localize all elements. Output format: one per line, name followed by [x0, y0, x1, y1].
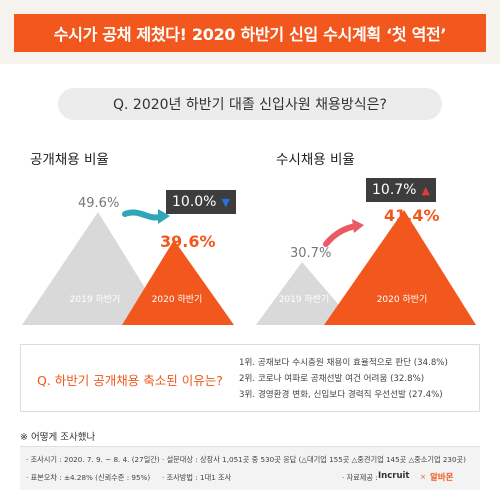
up-arrow-icon: ▲ — [421, 183, 430, 197]
reason-item-3: 3위. 경영환경 변화, 신입보다 경력직 우선선발 (27.4%) — [239, 390, 443, 400]
right-prev-label: 2019 하반기 — [279, 294, 330, 305]
right-curr-label: 2020 하반기 — [377, 294, 428, 305]
survey-method-title: ※ 어떻게 조사했나 — [20, 432, 96, 443]
left-prev-value: 49.6% — [78, 196, 120, 211]
reasons-panel: Q. 하반기 공개채용 축소된 이유는? 1위. 공채보다 수시충원 채용이 효… — [20, 344, 480, 412]
left-curr-value: 39.6% — [160, 232, 216, 251]
down-arrow-icon: ▼ — [221, 195, 230, 209]
left-change-arrowhead — [158, 209, 170, 224]
source-separator: × — [420, 472, 427, 481]
survey-error: · 표본오차 : ±4.28% (신뢰수준 : 95%) — [26, 473, 151, 482]
right-chart-title: 수시채용 비율 — [276, 152, 355, 168]
right-change-arrow — [323, 223, 359, 247]
page-title: 수시가 공채 제쳤다! 2020 하반기 신입 수시계획 ‘첫 역전’ — [14, 14, 486, 52]
left-curr-label: 2020 하반기 — [152, 294, 203, 305]
left-chart-title: 공개채용 비율 — [30, 152, 109, 168]
survey-target: · 설문대상 : 상장사 1,051곳 중 530곳 응답 (△대기업 155곳… — [162, 455, 466, 464]
header-banner: 수시가 공채 제쳤다! 2020 하반기 신입 수시계획 ‘첫 역전’ — [0, 0, 500, 64]
right-curr-value: 41.4% — [384, 206, 440, 225]
survey-method: · 조사방법 : 1대1 조사 — [162, 473, 232, 482]
left-change-badge: 10.0% ▼ — [166, 190, 236, 214]
question-pill: Q. 2020년 하반기 대졸 신입사원 채용방식은? — [58, 88, 442, 120]
reason-item-1: 1위. 공채보다 수시충원 채용이 효율적으로 판단 (34.8%) — [239, 358, 448, 368]
left-2020-triangle — [122, 240, 234, 325]
survey-period: · 조사시기 : 2020. 7. 9. ~ 8. 4. (27일간) — [26, 455, 160, 464]
left-prev-label: 2019 하반기 — [70, 294, 121, 305]
right-change-value: 10.7% — [372, 182, 417, 198]
survey-info-panel: · 조사시기 : 2020. 7. 9. ~ 8. 4. (27일간) · 설문… — [20, 446, 480, 490]
right-change-badge: 10.7% ▲ — [366, 178, 436, 202]
reasons-list: 1위. 공채보다 수시충원 채용이 효율적으로 판단 (34.8%) 2위. 코… — [239, 355, 448, 403]
right-change-arrowhead — [352, 219, 364, 233]
albamon-logo: 알바몬 — [430, 473, 454, 483]
left-2019-triangle — [22, 212, 168, 325]
left-change-value: 10.0% — [172, 194, 217, 210]
reason-item-2: 2위. 코로나 여파로 공채선발 여건 어려움 (32.8%) — [239, 374, 425, 384]
right-prev-value: 30.7% — [290, 246, 332, 261]
left-change-arrow — [122, 209, 165, 221]
incruit-logo: Incruit — [378, 471, 410, 481]
source-label: · 자료제공 : — [342, 473, 378, 482]
right-2019-triangle — [256, 262, 356, 325]
reasons-question: Q. 하반기 공개채용 축소된 이유는? — [37, 373, 223, 388]
right-2020-triangle — [324, 210, 476, 325]
comparison-chart: 2019 하반기 2020 하반기 2019 하반기 2020 하반기 — [22, 209, 476, 325]
